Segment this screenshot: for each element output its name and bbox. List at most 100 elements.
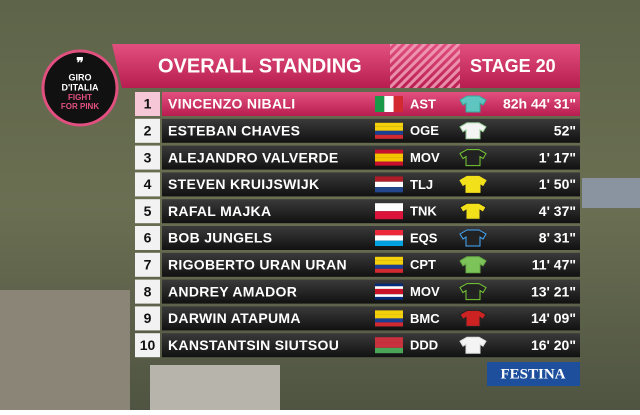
jersey bbox=[459, 229, 487, 247]
row-bar bbox=[162, 172, 580, 197]
rank-box bbox=[135, 118, 160, 143]
flag bbox=[375, 288, 403, 292]
team: BMC bbox=[410, 311, 440, 326]
logo-quote: ❞ bbox=[76, 55, 84, 71]
row-bar bbox=[162, 306, 580, 331]
flag bbox=[375, 161, 403, 166]
rank: 1 bbox=[144, 96, 152, 112]
row-bar bbox=[162, 279, 580, 304]
row-bar bbox=[162, 92, 580, 116]
row-bar bbox=[162, 118, 580, 143]
rider-name: KANSTANTSIN SIUTSOU bbox=[168, 337, 339, 353]
team: CPT bbox=[410, 257, 436, 272]
header-bar bbox=[112, 44, 580, 88]
flag bbox=[375, 149, 403, 154]
flag bbox=[375, 153, 403, 158]
header-stage: STAGE 20 bbox=[470, 56, 556, 76]
flag bbox=[375, 260, 403, 265]
flag bbox=[384, 96, 394, 112]
flag bbox=[375, 126, 403, 131]
building bbox=[150, 365, 280, 410]
rider-name: DARWIN ATAPUMA bbox=[168, 310, 301, 326]
building bbox=[0, 290, 130, 410]
rider-name: BOB JUNGELS bbox=[168, 230, 272, 246]
standings: 1 VINCENZO NIBALI AST 82h 44' 31" 2 ESTEBAN C… bbox=[135, 92, 580, 358]
jersey bbox=[459, 256, 487, 274]
logo bbox=[41, 49, 119, 127]
rank: 6 bbox=[144, 230, 152, 246]
team: AST bbox=[410, 96, 436, 111]
rank-box bbox=[135, 279, 160, 304]
flag bbox=[375, 286, 403, 289]
flag bbox=[375, 294, 403, 297]
flag bbox=[375, 211, 403, 220]
flag bbox=[375, 322, 403, 327]
time: 16' 20" bbox=[531, 337, 576, 353]
rider-name: ANDREY AMADOR bbox=[168, 283, 297, 299]
flag bbox=[375, 268, 403, 273]
flag bbox=[375, 181, 403, 188]
jersey bbox=[459, 122, 487, 140]
team: TLJ bbox=[410, 177, 433, 192]
time: 13' 21" bbox=[531, 283, 576, 299]
rider-name: ALEJANDRO VALVERDE bbox=[168, 149, 339, 165]
rank: 7 bbox=[144, 257, 152, 273]
flag bbox=[375, 314, 403, 319]
logo-text: D'ITALIA bbox=[62, 82, 99, 92]
flag bbox=[375, 240, 403, 246]
flag bbox=[375, 235, 403, 241]
rank: 4 bbox=[144, 176, 152, 192]
rank: 9 bbox=[144, 310, 152, 326]
time: 1' 17" bbox=[539, 149, 576, 165]
rank: 3 bbox=[144, 149, 152, 165]
flag bbox=[375, 230, 403, 236]
team: MOV bbox=[410, 284, 440, 299]
flag bbox=[375, 130, 403, 135]
logo-text: FOR PINK bbox=[61, 102, 99, 111]
flag bbox=[375, 318, 403, 323]
sponsor: FESTINA bbox=[500, 366, 565, 382]
flag bbox=[375, 176, 403, 182]
flag bbox=[393, 96, 403, 112]
rider-name: STEVEN KRUIJSWIJK bbox=[168, 176, 319, 192]
rank: 2 bbox=[144, 123, 152, 139]
rider-name: VINCENZO NIBALI bbox=[168, 96, 295, 112]
rank: 8 bbox=[144, 283, 152, 299]
flag bbox=[375, 187, 403, 193]
team: OGE bbox=[410, 123, 439, 138]
rank-box bbox=[135, 333, 160, 358]
flag bbox=[375, 342, 403, 348]
time: 14' 09" bbox=[531, 310, 576, 326]
flag bbox=[375, 291, 403, 295]
building bbox=[582, 178, 640, 208]
time: 52" bbox=[554, 123, 576, 139]
logo-text: GIRO bbox=[68, 72, 91, 82]
rider-name: RIGOBERTO URAN URAN bbox=[168, 257, 347, 273]
time: 8' 31" bbox=[539, 230, 576, 246]
row-bar bbox=[162, 333, 580, 358]
flag bbox=[375, 264, 403, 269]
time: 4' 37" bbox=[539, 203, 576, 219]
flag bbox=[375, 296, 403, 300]
flag bbox=[375, 157, 403, 162]
flag bbox=[375, 347, 403, 354]
rank: 10 bbox=[140, 337, 156, 353]
time: 1' 50" bbox=[539, 176, 576, 192]
time: 11' 47" bbox=[532, 257, 576, 273]
rider-name: RAFAL MAJKA bbox=[168, 203, 271, 219]
jersey bbox=[459, 202, 487, 220]
jersey bbox=[459, 175, 487, 193]
jersey bbox=[459, 149, 487, 167]
rank-box bbox=[135, 199, 160, 224]
team: EQS bbox=[410, 230, 438, 245]
team: TNK bbox=[410, 204, 437, 219]
rider-name: ESTEBAN CHAVES bbox=[168, 123, 300, 139]
row-bar bbox=[162, 145, 580, 170]
flag bbox=[375, 122, 403, 127]
header-title: OVERALL STANDING bbox=[158, 55, 362, 77]
flag bbox=[375, 203, 403, 212]
time: 82h 44' 31" bbox=[503, 96, 576, 112]
jersey bbox=[459, 283, 487, 301]
